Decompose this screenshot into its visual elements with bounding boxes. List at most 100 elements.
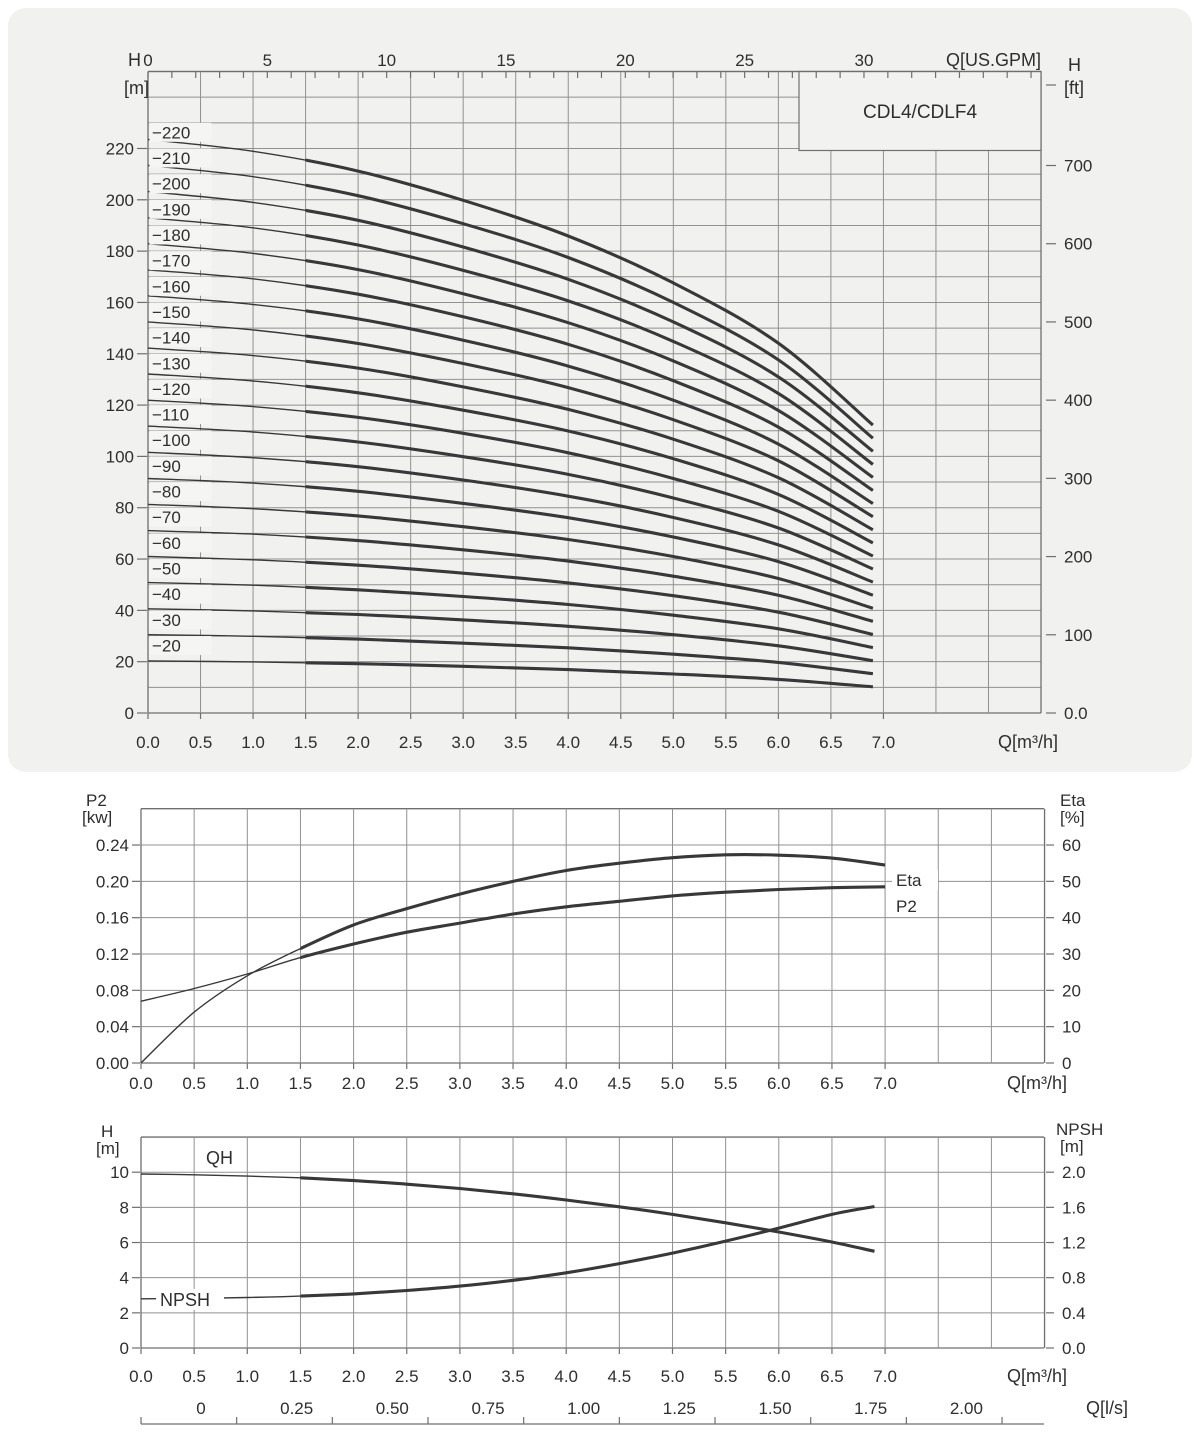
- curve-label: −190: [152, 200, 190, 219]
- eta-label: 30: [1062, 945, 1081, 964]
- hm-label: 120: [106, 396, 134, 415]
- curve-label: −120: [152, 380, 190, 399]
- q-label: 5.0: [661, 1074, 685, 1093]
- q-label: 5.5: [714, 1367, 738, 1386]
- ls-label: 1.75: [854, 1399, 887, 1418]
- p2-label: 0.16: [96, 909, 129, 928]
- eta-label: 40: [1062, 909, 1081, 928]
- npsh-axis-unit: [m]: [1060, 1137, 1084, 1156]
- eta-curve-label-box: [892, 870, 938, 890]
- eta-axis-title: Eta: [1060, 791, 1086, 810]
- q-label: 4.0: [554, 1367, 578, 1386]
- curve-label-box: [149, 122, 212, 142]
- hft-label: 600: [1064, 235, 1092, 254]
- top-panel-background: [8, 8, 1192, 772]
- curve-label: −110: [152, 406, 189, 425]
- q-label: 3.5: [504, 733, 528, 752]
- eta-curve-thick: [300, 853, 886, 951]
- p2-axis-title: P2: [86, 791, 107, 810]
- ls-label: 1.25: [663, 1399, 696, 1418]
- p2-label: 0.08: [96, 981, 129, 1000]
- curve-minus50-thick: [305, 585, 874, 650]
- curve-minus90-thick: [305, 485, 874, 597]
- curve-label: −210: [152, 149, 190, 168]
- head-chart-plot: −20 −30 −40 −50 −60 −70 −80 −90 −100 −110 −120 −130…: [147, 70, 1042, 714]
- curve-label-box: [149, 507, 212, 527]
- qh-curve-label: QH: [206, 1148, 233, 1168]
- q-label: 5.5: [714, 733, 738, 752]
- eta-label: 60: [1062, 836, 1081, 855]
- curve-minus120-thick: [305, 409, 874, 558]
- curve-label: −30: [152, 611, 181, 630]
- curve-minus40-thick: [305, 610, 874, 663]
- h-label: 10: [110, 1163, 129, 1182]
- model-box: [798, 70, 1042, 152]
- p2-curve-thick: [300, 885, 886, 960]
- curve-label-box: [149, 482, 212, 502]
- ls-label: 1.50: [758, 1399, 791, 1418]
- hm-label: 100: [106, 447, 134, 466]
- qh-npsh-chart-labels: H [m] NPSH [m] Q[m³/h] Q[l/s] QH NPSH: [96, 1120, 1128, 1418]
- q-label: 0.5: [182, 1074, 206, 1093]
- left-axis-unit: [m]: [124, 78, 149, 98]
- hm-label: 220: [106, 139, 134, 158]
- curve-label: −100: [152, 431, 190, 450]
- hft-label: 100: [1064, 626, 1092, 645]
- q-label: 2.0: [346, 733, 370, 752]
- curve-minus70-thick: [305, 535, 874, 623]
- ls-axis-title: Q[l/s]: [1086, 1398, 1128, 1418]
- q-label: 2.5: [399, 733, 423, 752]
- bottom-axis-title: Q[m³/h]: [1007, 1073, 1067, 1093]
- npsh-curve-label: NPSH: [160, 1290, 210, 1310]
- ls-label: 0.75: [471, 1399, 504, 1418]
- q-label: 3.5: [501, 1074, 525, 1093]
- p2-label: 0.20: [96, 872, 129, 891]
- curve-minus190-thick: [305, 233, 874, 466]
- hm-label: 140: [106, 345, 134, 364]
- q-label: 4.5: [608, 1367, 632, 1386]
- qh-curve-thin: [140, 1173, 301, 1179]
- q-label: 1.0: [235, 1367, 259, 1386]
- eta-label: 0: [1062, 1054, 1071, 1073]
- npsh-curve-thick: [300, 1204, 875, 1298]
- curve-label-box: [149, 430, 212, 450]
- gpm-label: 30: [855, 51, 874, 70]
- q-label: 2.0: [342, 1367, 366, 1386]
- curve-minus220-thick: [305, 158, 874, 427]
- curve-label-box: [149, 610, 212, 630]
- curve-minus160-thin: [147, 295, 306, 312]
- gpm-label: 10: [377, 51, 396, 70]
- q-label: 0.0: [136, 733, 160, 752]
- curve-minus100-thin: [147, 451, 306, 463]
- q-label: 1.0: [241, 733, 265, 752]
- q-label: 3.0: [448, 1074, 472, 1093]
- p2-label: 0.04: [96, 1018, 129, 1037]
- hft-label: 200: [1064, 548, 1092, 567]
- bottom-axis-title: Q[m³/h]: [1007, 1366, 1067, 1386]
- curve-label: −140: [152, 329, 190, 348]
- p2-label: 0.24: [96, 836, 129, 855]
- curve-minus190-thin: [147, 217, 306, 237]
- qh-npsh-chart-plot: [140, 1136, 1046, 1349]
- p2-curve-label: P2: [896, 897, 917, 916]
- curve-label-box: [149, 559, 212, 579]
- hm-label: 180: [106, 242, 134, 261]
- npsh-label: 0.4: [1062, 1304, 1086, 1323]
- q-label: 4.5: [608, 1074, 632, 1093]
- curve-minus130-thin: [147, 373, 306, 387]
- ls-label: 0.50: [376, 1399, 409, 1418]
- npsh-label: 1.2: [1062, 1234, 1086, 1253]
- p2-axis-unit: [kw]: [82, 808, 112, 827]
- curve-minus220-thin: [147, 138, 306, 161]
- p2-label: 0.00: [96, 1054, 129, 1073]
- curve-label: −80: [152, 483, 181, 502]
- curve-minus70-thin: [147, 529, 306, 538]
- qh-curve-label-box: [203, 1147, 237, 1168]
- q-label: 0.5: [189, 733, 213, 752]
- curve-minus50-thin: [147, 581, 306, 588]
- hm-label: 160: [106, 293, 134, 312]
- gpm-label: 25: [735, 51, 754, 70]
- curve-minus40-thin: [147, 608, 306, 614]
- q-label: 1.0: [235, 1074, 259, 1093]
- q-label: 6.0: [767, 1074, 791, 1093]
